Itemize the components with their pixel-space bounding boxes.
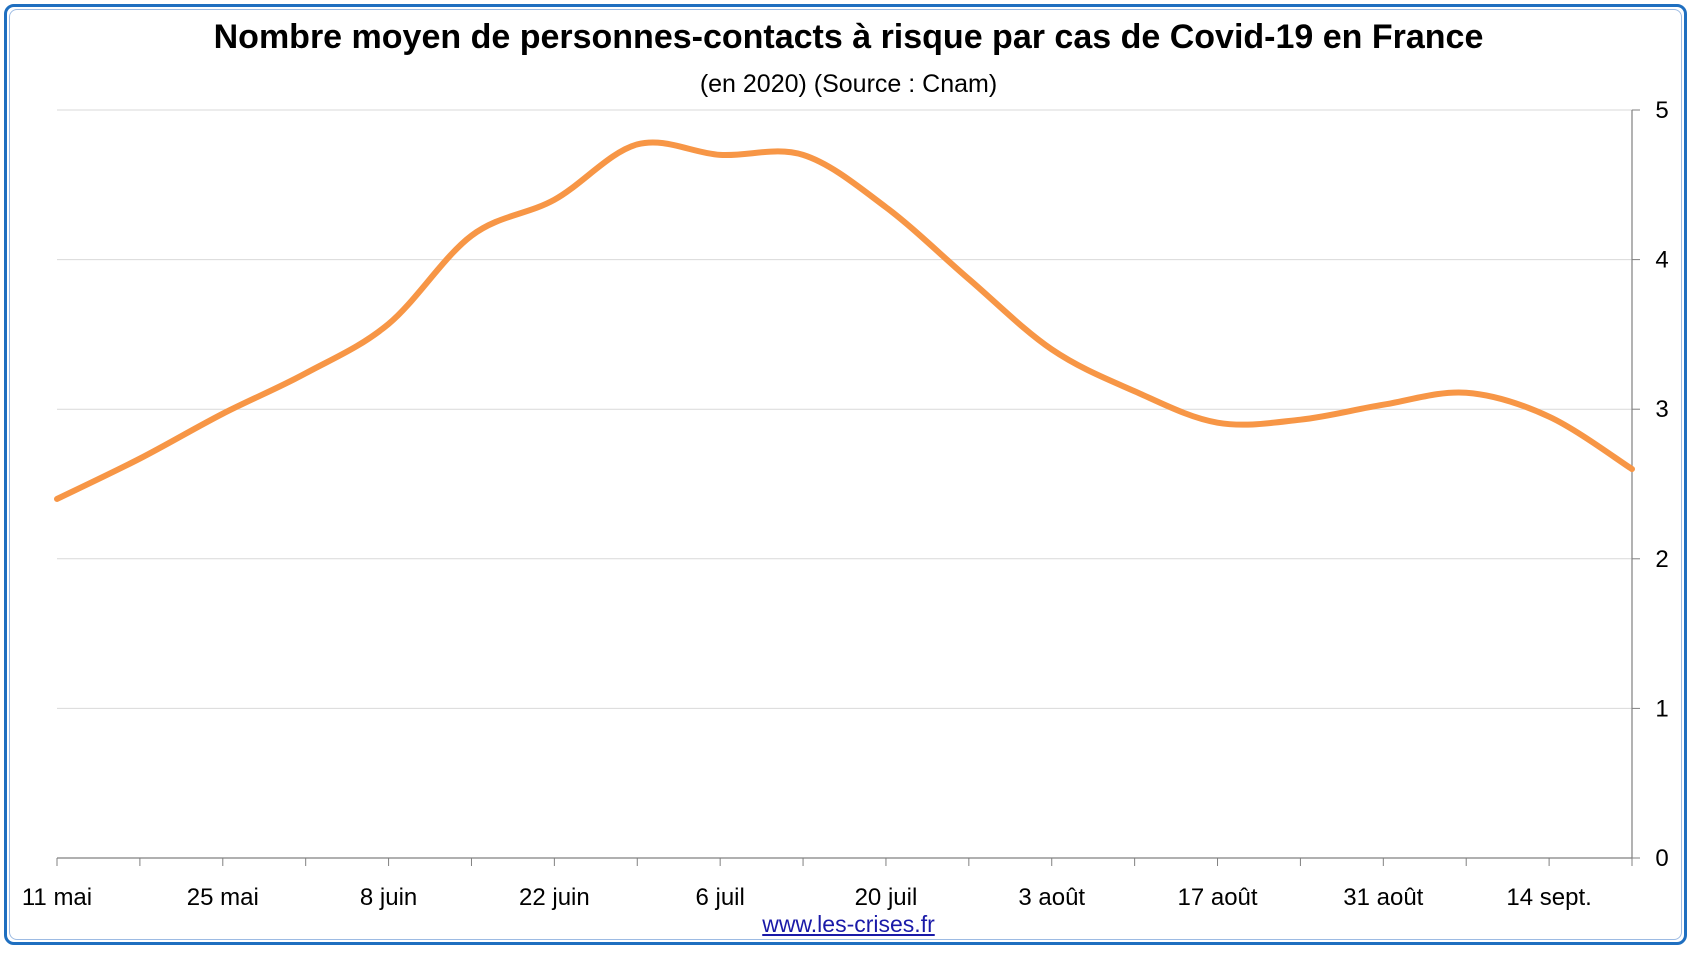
series-line bbox=[54, 139, 1635, 502]
x-tick-label: 6 juil bbox=[695, 884, 744, 911]
y-tick-label: 0 bbox=[1655, 845, 1668, 872]
y-tick-label: 4 bbox=[1655, 247, 1668, 274]
x-tick-label: 22 juin bbox=[519, 884, 590, 911]
x-tick-label: 3 août bbox=[1018, 884, 1085, 911]
tick-labels: 0 1 2 3 4 5 11 mai 25 mai 8 juin 22 juin 6 juil 20 … bbox=[22, 97, 1669, 911]
series-layer bbox=[54, 139, 1635, 502]
x-tick-label: 14 sept. bbox=[1506, 884, 1591, 911]
x-tick-label: 20 juil bbox=[855, 884, 918, 911]
y-tick-label: 3 bbox=[1655, 396, 1668, 423]
grid-lines bbox=[57, 109, 1632, 709]
x-tick-label: 17 août bbox=[1177, 884, 1257, 911]
axes bbox=[56, 109, 1640, 866]
y-tick-label: 5 bbox=[1655, 97, 1668, 124]
chart-inner-frame bbox=[9, 9, 1682, 940]
y-tick-label: 1 bbox=[1655, 695, 1668, 722]
chart-title: Nombre moyen de personnes-contacts à ris… bbox=[213, 18, 1484, 56]
chart-subtitle: (en 2020) (Source : Cnam) bbox=[699, 70, 998, 98]
chart-frame bbox=[4, 4, 1687, 945]
source-link[interactable]: www.les-crises.fr bbox=[762, 911, 935, 937]
x-tick-label: 25 mai bbox=[187, 884, 259, 911]
x-tick-label: 31 août bbox=[1343, 884, 1423, 911]
y-tick-label: 2 bbox=[1655, 546, 1668, 573]
x-tick-label: 11 mai bbox=[22, 884, 92, 911]
x-tick-label: 8 juin bbox=[360, 884, 417, 911]
